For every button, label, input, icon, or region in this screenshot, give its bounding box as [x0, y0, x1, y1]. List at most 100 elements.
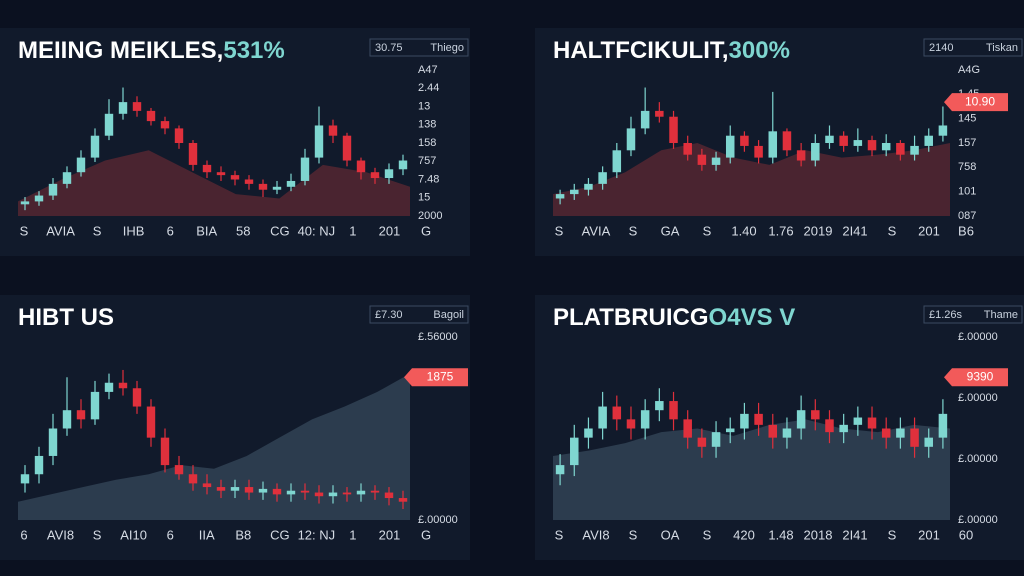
y-label: 757: [418, 155, 436, 167]
x-label: S: [888, 527, 897, 542]
y-label: 158: [418, 137, 436, 149]
area: [553, 419, 950, 520]
y-label: 2000: [418, 210, 442, 222]
candle-body: [216, 487, 226, 491]
x-label: 12: NJ: [298, 527, 336, 542]
candle-body: [76, 410, 86, 420]
title-text: HALTFCIKULIT,: [553, 37, 729, 64]
x-label: 2019: [804, 223, 833, 238]
candle-body: [342, 492, 352, 495]
x-label: S: [555, 223, 564, 238]
candle-body: [555, 194, 565, 199]
x-label: 1: [349, 527, 356, 542]
candle-body: [612, 406, 622, 420]
candle-body: [300, 490, 310, 493]
candle-body: [740, 135, 749, 146]
candle-body: [286, 490, 296, 495]
candle-body: [867, 417, 877, 429]
candle-body: [398, 160, 408, 170]
x-label: G: [421, 223, 431, 238]
candle-body: [202, 483, 212, 488]
badge: [923, 305, 1023, 324]
candle-body: [230, 487, 240, 491]
candle-body: [768, 131, 778, 158]
candle-body: [881, 428, 891, 438]
area: [553, 143, 950, 216]
panel: [0, 28, 470, 256]
x-label: CG: [270, 223, 290, 238]
x-label: OA: [661, 527, 680, 542]
candle-body: [174, 128, 184, 143]
candle-body: [924, 135, 933, 146]
candle-body: [626, 419, 636, 429]
candle-body: [328, 492, 338, 497]
candle-body: [881, 143, 891, 151]
badge-label: Bagoil: [433, 309, 464, 321]
candle-body: [655, 110, 664, 117]
candle-body: [34, 195, 44, 202]
candle-body: [314, 492, 324, 497]
candle-body: [118, 102, 128, 114]
x-label: 420: [733, 527, 755, 542]
candle-body: [853, 417, 863, 425]
candle-body: [626, 128, 636, 151]
candle-body: [272, 488, 282, 495]
candle-body: [711, 432, 721, 447]
y-label: 101: [958, 186, 976, 198]
title-accent: 300%: [729, 37, 790, 64]
x-label: 201: [918, 527, 940, 542]
candle-body: [146, 406, 156, 438]
candle-body: [202, 164, 212, 173]
x-label: AVI8: [47, 527, 74, 542]
candle-body: [104, 113, 114, 136]
y-label: 2.44: [418, 82, 439, 94]
candle-body: [258, 488, 268, 493]
candle-body: [640, 410, 650, 429]
candle-body: [683, 143, 692, 155]
candle-body: [160, 437, 170, 466]
y-label: 15: [418, 192, 430, 204]
y-label: £.00000: [958, 514, 998, 526]
x-label: GA: [661, 223, 680, 238]
candle-body: [768, 424, 778, 438]
candle-body: [825, 135, 834, 143]
candle-body: [20, 474, 30, 484]
y-label: 157: [958, 137, 976, 149]
panel-title: HALTFCIKULIT,300%: [553, 37, 790, 64]
badge-label: Thame: [984, 309, 1018, 321]
price-tag-label: 10.90: [965, 94, 995, 108]
candle-body: [811, 410, 820, 420]
x-label: 1: [349, 223, 356, 238]
badge: [369, 305, 469, 324]
badge-value: £1.26s: [929, 309, 963, 321]
x-label: 6: [167, 527, 174, 542]
badge-value: 2140: [929, 42, 953, 54]
y-label: 7.48: [418, 173, 439, 185]
y-label: £.00000: [958, 392, 998, 404]
area: [18, 150, 410, 216]
candle-body: [90, 391, 100, 420]
candle-body: [62, 410, 72, 429]
badge-value: £7.30: [375, 309, 403, 321]
candle-body: [640, 110, 650, 129]
x-label: AVI8: [582, 527, 609, 542]
candle-body: [853, 140, 863, 146]
candle-body: [300, 157, 310, 181]
candle-body: [244, 179, 254, 184]
x-label: S: [629, 527, 638, 542]
candle-body: [146, 110, 156, 122]
title-text: PLATBRUICG: [553, 304, 709, 331]
x-label: AVIA: [46, 223, 75, 238]
x-label: S: [555, 527, 564, 542]
x-label: 6: [20, 527, 27, 542]
x-label: S: [703, 223, 712, 238]
candle-body: [160, 121, 170, 129]
price-tag-label: 9390: [967, 369, 994, 383]
candle-body: [244, 487, 254, 493]
x-label: S: [888, 223, 897, 238]
price-tag-label: 1875: [427, 369, 454, 383]
candle-body: [398, 498, 408, 502]
badge-label: Tiskan: [986, 42, 1018, 54]
candle-body: [796, 410, 806, 429]
